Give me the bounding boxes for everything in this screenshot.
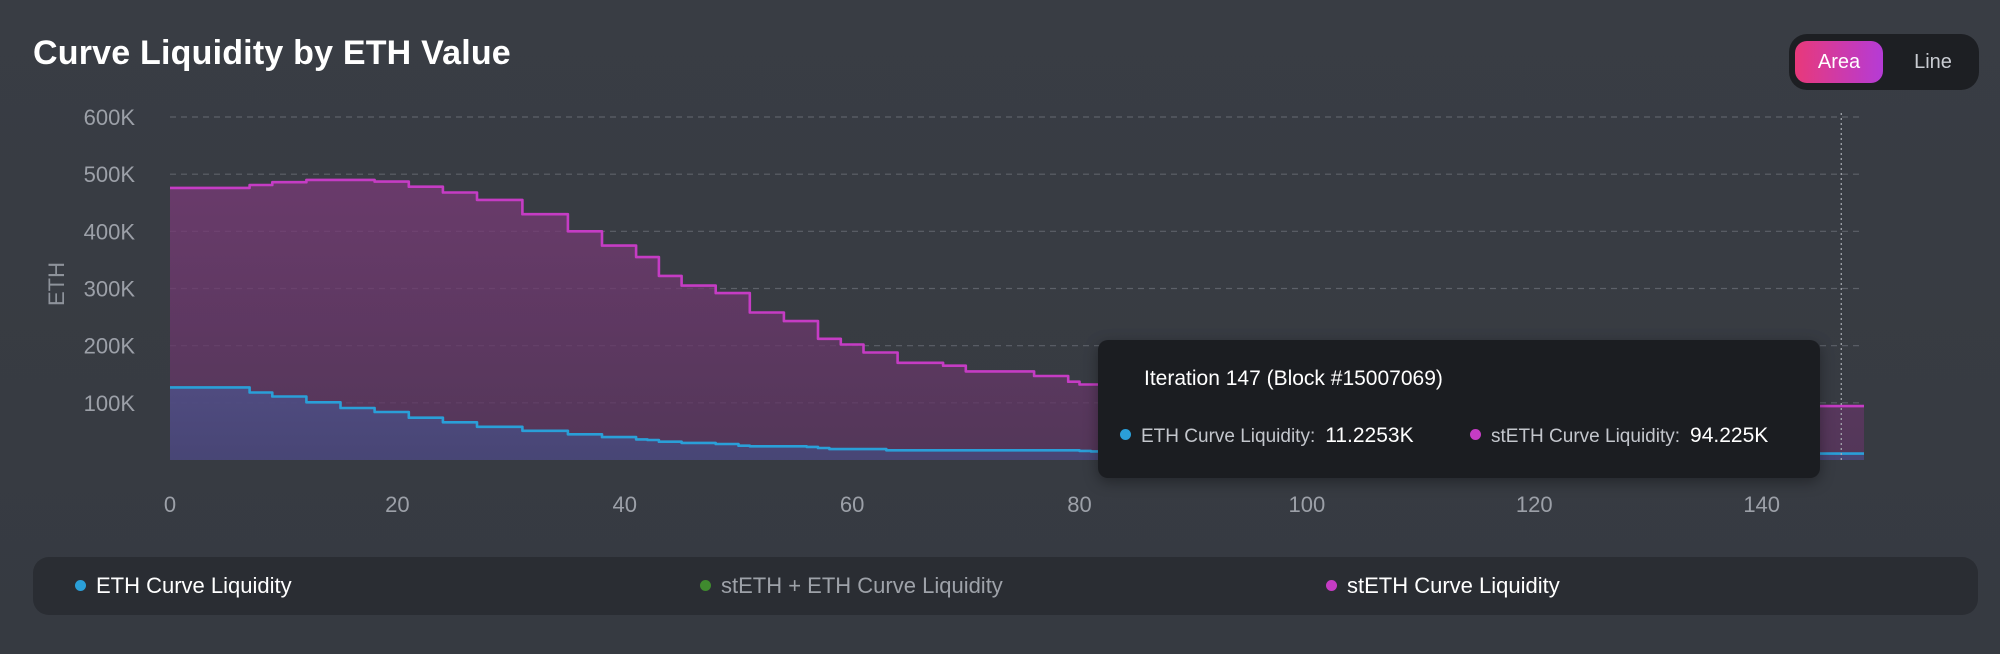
y-tick-label: 100K (84, 391, 136, 416)
y-tick-label: 200K (84, 334, 136, 359)
area-toggle-button[interactable]: Area (1795, 41, 1883, 83)
hover-tooltip: Iteration 147 (Block #15007069) ETH Curv… (1098, 340, 1820, 478)
eth-series-area (170, 387, 1864, 460)
tooltip-steth-row: stETH Curve Liquidity: 94.225K (1470, 424, 1768, 448)
legend-item-steth[interactable]: stETH Curve Liquidity (1326, 573, 1560, 599)
line-toggle-button[interactable]: Line (1914, 51, 1952, 73)
tooltip-eth-label: ETH Curve Liquidity: (1141, 426, 1316, 447)
y-tick-label: 600K (84, 105, 136, 130)
tooltip-eth-row: ETH Curve Liquidity: 11.2253K (1120, 424, 1414, 448)
x-tick-label: 140 (1743, 492, 1780, 517)
tooltip-title: Iteration 147 (Block #15007069) (1144, 367, 1443, 390)
y-axis-label: ETH (44, 262, 69, 306)
x-tick-label: 120 (1516, 492, 1553, 517)
y-tick-label: 500K (84, 162, 136, 187)
eth-legend-dot-icon (75, 579, 86, 591)
legend-item-eth[interactable]: ETH Curve Liquidity (75, 573, 292, 599)
view-toggle: Area Line (1789, 34, 1979, 90)
legend-eth-label: ETH Curve Liquidity (96, 573, 292, 598)
x-tick-label: 40 (613, 492, 637, 517)
tooltip-eth-value: 11.2253K (1325, 424, 1414, 447)
x-tick-label: 80 (1067, 492, 1091, 517)
x-tick-label: 100 (1289, 492, 1326, 517)
chart-legend: ETH Curve Liquidity stETH + ETH Curve Li… (33, 557, 1978, 615)
x-tick-label: 20 (385, 492, 409, 517)
x-tick-label: 60 (840, 492, 864, 517)
legend-item-combined[interactable]: stETH + ETH Curve Liquidity (700, 573, 1003, 599)
y-tick-label: 300K (84, 277, 136, 302)
steth-series-area (170, 179, 1864, 460)
axes: 100K 200K 300K 400K 500K 600K 0 20 40 60 80 100 120 1… (84, 105, 1842, 517)
tooltip-steth-value: 94.225K (1690, 424, 1769, 447)
y-tick-label: 400K (84, 219, 136, 244)
steth-legend-dot-icon (1326, 579, 1337, 591)
legend-steth-label: stETH Curve Liquidity (1347, 573, 1560, 598)
eth-dot-icon (1120, 429, 1131, 441)
tooltip-steth-label: stETH Curve Liquidity: (1491, 426, 1681, 447)
chart-title: Curve Liquidity by ETH Value (33, 34, 511, 72)
steth-dot-icon (1470, 429, 1481, 441)
legend-combined-label: stETH + ETH Curve Liquidity (721, 573, 1003, 598)
x-tick-label: 0 (164, 492, 176, 517)
combined-legend-dot-icon (700, 579, 711, 591)
